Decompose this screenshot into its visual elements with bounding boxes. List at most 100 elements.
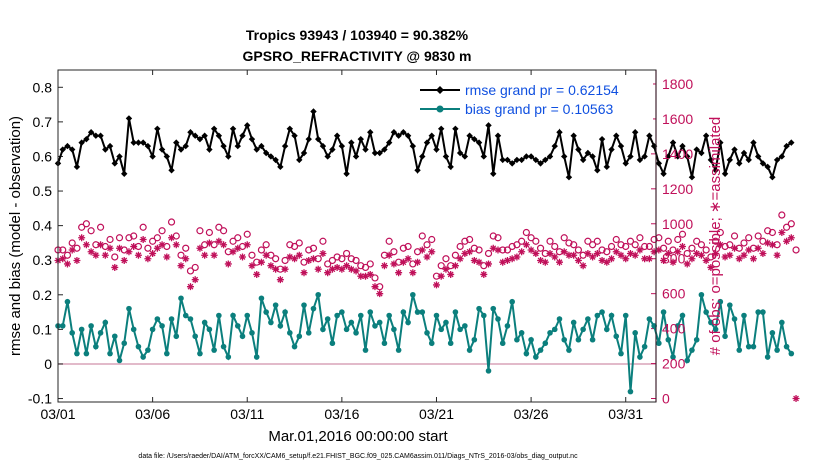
bias-point bbox=[466, 347, 473, 353]
possible-obs-point bbox=[626, 237, 635, 245]
possible-obs-point bbox=[475, 246, 483, 254]
bias-point bbox=[622, 312, 629, 319]
assimilated-obs-point bbox=[466, 248, 474, 256]
rmse-point bbox=[655, 160, 663, 167]
bias-point bbox=[570, 319, 577, 326]
bias-point bbox=[301, 302, 307, 308]
bias-point bbox=[599, 309, 605, 315]
rmse-point bbox=[745, 156, 752, 164]
bias-point bbox=[537, 347, 544, 353]
possible-obs-point bbox=[536, 244, 545, 252]
assimilated-obs-point bbox=[726, 251, 734, 259]
assimilated-obs-point bbox=[376, 290, 384, 298]
assimilated-obs-point bbox=[447, 270, 455, 278]
rmse-point bbox=[191, 132, 199, 139]
possible-obs-point bbox=[68, 239, 76, 247]
assimilated-obs-point bbox=[201, 251, 209, 259]
assimilated-obs-point bbox=[617, 251, 625, 259]
rmse-point bbox=[537, 160, 544, 167]
rmse-point bbox=[139, 139, 147, 146]
possible-obs-point bbox=[470, 244, 478, 252]
rmse-point bbox=[376, 149, 383, 157]
assimilated-obs-point bbox=[243, 241, 251, 249]
possible-obs-point bbox=[740, 239, 748, 247]
bias-point bbox=[693, 336, 700, 343]
rmse-point bbox=[315, 135, 322, 143]
possible-obs-point bbox=[560, 234, 568, 242]
possible-obs-point bbox=[428, 235, 436, 244]
rmse-point bbox=[475, 139, 483, 146]
possible-obs-point bbox=[352, 256, 360, 265]
rmse-point bbox=[622, 160, 629, 167]
assimilated-obs-point bbox=[172, 241, 180, 249]
bias-point bbox=[272, 302, 279, 308]
bias-point bbox=[443, 319, 449, 326]
bias-point bbox=[102, 319, 109, 326]
possible-obs-point bbox=[404, 242, 412, 251]
bias-point bbox=[509, 298, 515, 305]
y-tick-label: 0.5 bbox=[33, 183, 53, 199]
y-tick-label: 0.8 bbox=[33, 79, 53, 95]
assimilated-obs-point bbox=[655, 246, 663, 254]
possible-obs-point bbox=[158, 227, 166, 235]
y2-tick-label: 1800 bbox=[662, 76, 693, 92]
assimilated-obs-point bbox=[768, 241, 776, 249]
possible-obs-point bbox=[111, 253, 119, 261]
assimilated-obs-point bbox=[589, 253, 597, 261]
assimilated-obs-point bbox=[338, 265, 346, 273]
possible-obs-point bbox=[712, 237, 720, 245]
rmse-point bbox=[173, 139, 180, 146]
bias-point bbox=[523, 350, 530, 357]
bias-point bbox=[244, 312, 251, 319]
rmse-point bbox=[196, 135, 204, 143]
possible-obs-point bbox=[87, 227, 95, 235]
assimilated-obs-point bbox=[314, 265, 322, 273]
rmse-point bbox=[210, 125, 218, 132]
possible-obs-point bbox=[78, 223, 86, 231]
bias-point bbox=[731, 316, 738, 322]
rmse-point bbox=[248, 135, 256, 143]
bias-point bbox=[471, 336, 478, 343]
rmse-point bbox=[234, 142, 241, 150]
assimilated-obs-point bbox=[215, 237, 223, 245]
assimilated-obs-point bbox=[522, 241, 530, 249]
possible-obs-point bbox=[305, 246, 313, 254]
assimilated-obs-point bbox=[205, 239, 213, 247]
bias-point bbox=[542, 340, 549, 347]
bias-point bbox=[159, 323, 165, 329]
x-tick-label: 03/01 bbox=[40, 406, 75, 422]
assimilated-obs-point bbox=[669, 258, 677, 266]
rmse-point bbox=[631, 129, 639, 136]
possible-obs-point bbox=[63, 251, 72, 259]
possible-obs-point bbox=[437, 262, 445, 270]
assimilated-obs-point bbox=[664, 249, 672, 257]
bias-point bbox=[348, 319, 355, 326]
possible-obs-point bbox=[688, 244, 696, 252]
y2-tick-label: 200 bbox=[662, 356, 686, 372]
possible-obs-point bbox=[338, 255, 346, 263]
rmse-point bbox=[400, 129, 407, 136]
bias-point bbox=[656, 340, 662, 347]
legend: rmse grand pr = 0.62154 bias grand pr = … bbox=[418, 78, 653, 122]
assimilated-obs-point bbox=[418, 246, 426, 254]
bias-point bbox=[674, 323, 681, 329]
bias-point bbox=[603, 326, 610, 333]
possible-obs-point bbox=[494, 234, 502, 242]
rmse-point bbox=[220, 142, 227, 150]
assimilated-obs-point bbox=[276, 276, 284, 284]
assimilated-obs-point bbox=[395, 269, 403, 277]
x-tick-label: 03/11 bbox=[230, 406, 264, 422]
assimilated-obs-point bbox=[352, 267, 360, 275]
bias-point bbox=[741, 312, 747, 319]
assimilated-obs-point bbox=[319, 249, 327, 257]
bias-point bbox=[745, 343, 752, 350]
rmse-point bbox=[527, 153, 535, 160]
possible-obs-point bbox=[196, 227, 204, 235]
possible-obs-point bbox=[518, 237, 526, 245]
bias-point bbox=[97, 330, 104, 336]
possible-obs-point bbox=[707, 253, 715, 261]
assimilated-obs-point bbox=[343, 262, 351, 270]
rmse-point bbox=[182, 142, 189, 150]
rmse-point bbox=[305, 135, 312, 143]
possible-obs-point bbox=[96, 223, 105, 231]
